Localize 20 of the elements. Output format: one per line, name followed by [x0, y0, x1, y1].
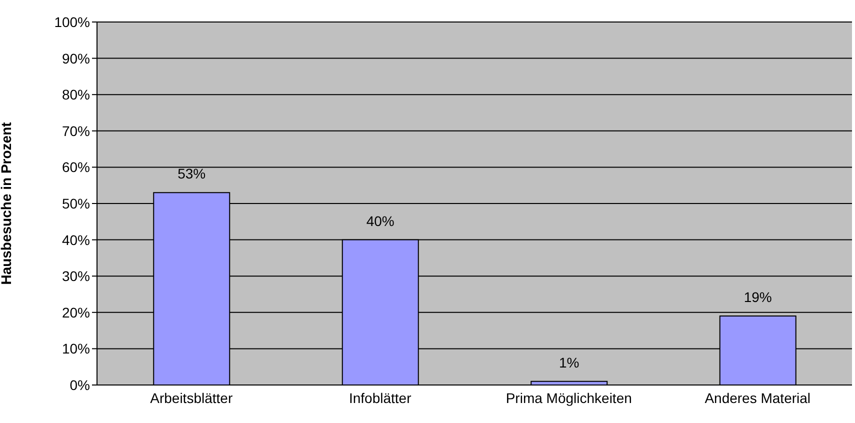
x-tick-label: Anderes Material: [704, 390, 811, 406]
y-tick-label: 30%: [62, 268, 90, 284]
y-tick-label: 60%: [62, 159, 90, 176]
y-tick-label: 80%: [62, 86, 90, 103]
y-axis-title: Hausbesuche in Prozent: [0, 122, 14, 285]
y-tick-label: 100%: [54, 14, 90, 30]
data-label: 40%: [366, 212, 394, 229]
x-tick-label: Arbeitsblätter: [150, 390, 233, 406]
y-tick-label: 70%: [62, 122, 90, 139]
y-tick-label: 90%: [62, 50, 90, 66]
x-tick-label: Infoblätter: [348, 390, 412, 406]
y-tick-label: 20%: [62, 304, 90, 320]
y-tick-label: 50%: [62, 195, 90, 212]
data-label: 53%: [178, 166, 206, 182]
y-tick-label: 0%: [70, 376, 90, 393]
data-label: 1%: [559, 354, 580, 370]
y-tick-label: 40%: [62, 232, 90, 248]
x-tick-label: Prima Möglichkeiten: [506, 390, 632, 406]
data-label: 19%: [744, 289, 772, 306]
y-tick-label: 10%: [62, 340, 90, 357]
